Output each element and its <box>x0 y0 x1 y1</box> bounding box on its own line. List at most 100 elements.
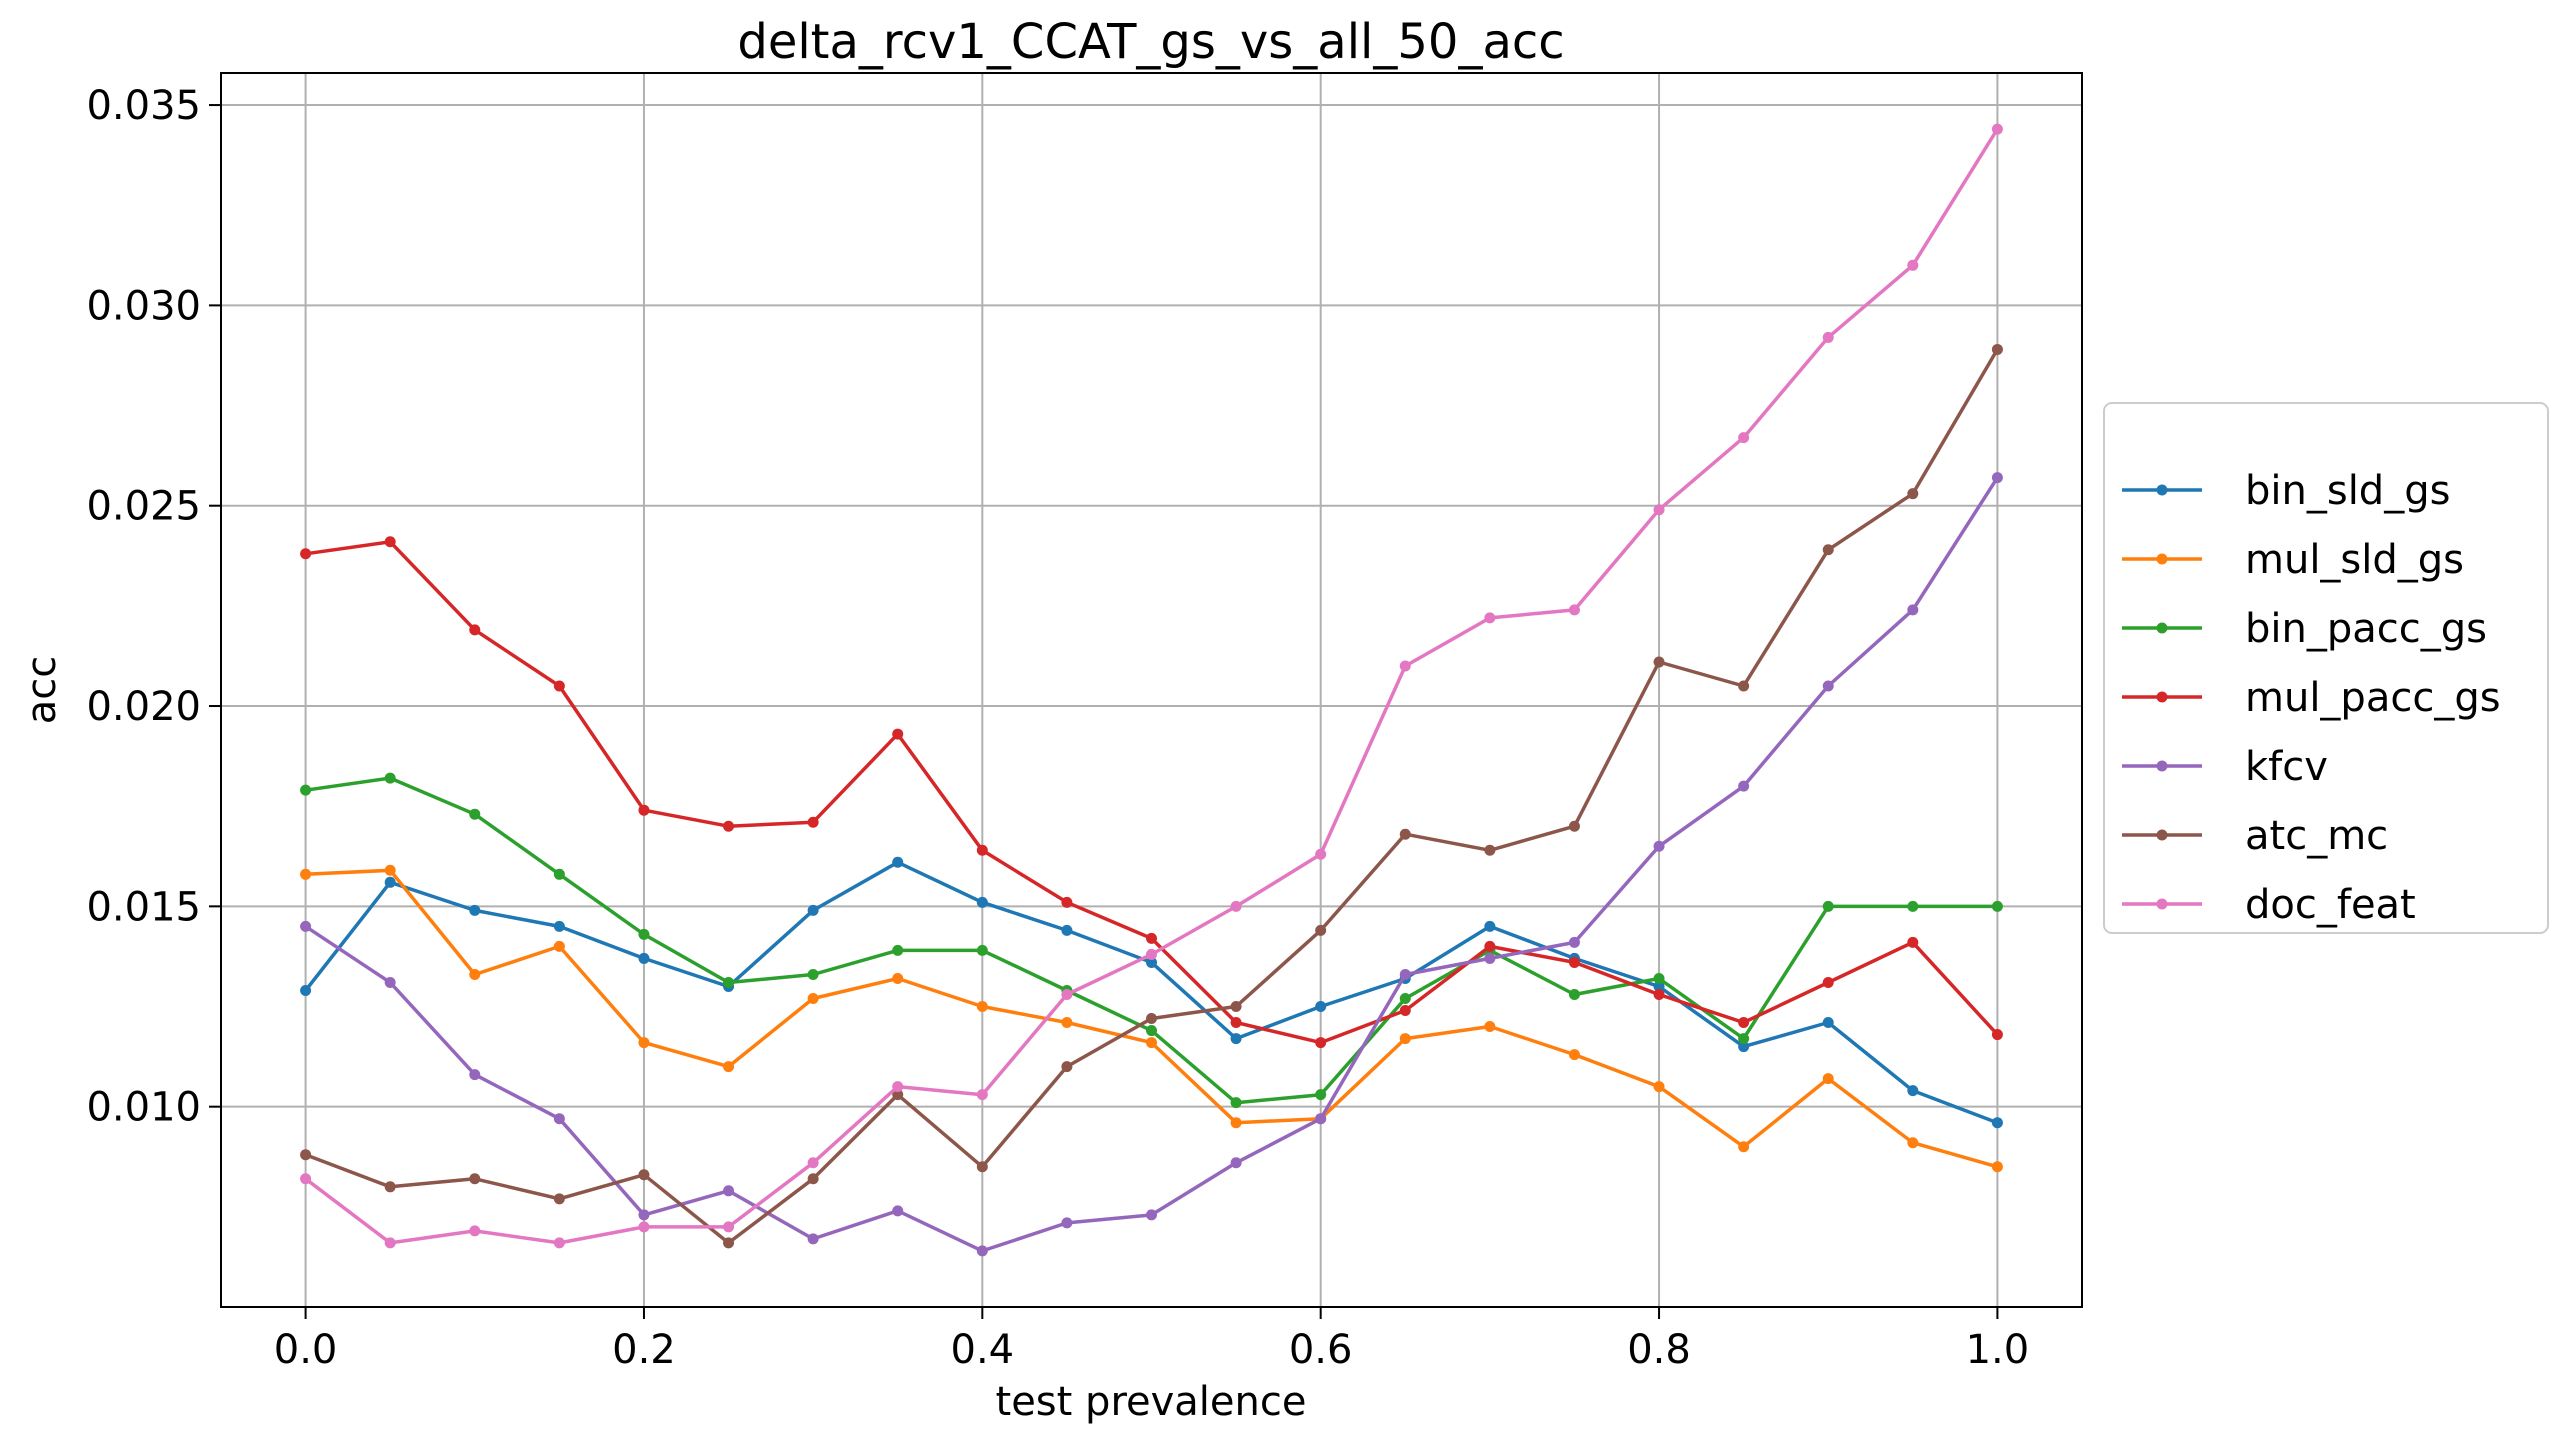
data-point <box>1315 1089 1327 1101</box>
data-point <box>1315 1001 1327 1013</box>
data-point <box>638 1037 650 1049</box>
x-tick-label: 0.0 <box>274 1327 338 1373</box>
plot-frame <box>220 72 2083 1308</box>
data-point <box>976 944 988 956</box>
data-point <box>1991 1029 2003 1041</box>
y-tick-label: 0.010 <box>86 1085 201 1131</box>
legend-item: mul_sld_gs <box>2122 537 2464 583</box>
data-point <box>553 868 565 880</box>
data-point <box>807 968 819 980</box>
x-axis-label: test prevalence <box>996 1379 1307 1425</box>
legend-item: atc_mc <box>2122 813 2388 859</box>
data-point <box>1399 1033 1411 1045</box>
legend-box <box>2103 402 2549 934</box>
legend-marker <box>2156 484 2168 496</box>
data-point <box>1738 1041 1750 1053</box>
data-point <box>1822 544 1834 556</box>
data-point <box>1484 952 1496 964</box>
data-point <box>1484 1021 1496 1033</box>
y-tick-label: 0.015 <box>86 884 201 930</box>
data-point <box>1399 660 1411 672</box>
legend-marker <box>2156 829 2168 841</box>
data-point <box>638 1169 650 1181</box>
data-point <box>300 920 312 932</box>
data-point <box>1653 988 1665 1000</box>
data-point <box>1146 1025 1157 1037</box>
data-point <box>1653 504 1665 516</box>
y-axis-label: acc <box>19 656 65 725</box>
data-point <box>553 1193 565 1205</box>
data-point <box>1315 848 1327 860</box>
data-point <box>1653 972 1665 984</box>
data-point <box>892 1089 904 1101</box>
x-tick-label: 1.0 <box>1966 1327 2030 1373</box>
data-point <box>723 1221 735 1233</box>
data-point <box>1738 780 1750 792</box>
legend-label: doc_feat <box>2245 882 2416 928</box>
series-kfcv <box>300 472 2003 1257</box>
data-point <box>1907 936 1919 948</box>
legend-marker <box>2156 622 2168 634</box>
data-point <box>807 1173 819 1185</box>
legend-label: mul_sld_gs <box>2245 537 2464 583</box>
x-tick-label: 0.2 <box>612 1327 676 1373</box>
data-point <box>469 624 481 636</box>
data-point <box>1061 1061 1073 1073</box>
data-point <box>638 952 650 964</box>
x-tick-label: 0.4 <box>951 1327 1015 1373</box>
series-mul-sld-gs <box>300 864 2003 1173</box>
data-point <box>553 1113 565 1125</box>
legend-label: bin_sld_gs <box>2245 468 2450 514</box>
data-point <box>892 1205 904 1217</box>
data-point <box>1907 1137 1919 1149</box>
data-point <box>1653 840 1665 852</box>
data-point <box>892 972 904 984</box>
data-point <box>553 680 565 692</box>
data-point <box>469 904 481 916</box>
data-point <box>1484 844 1496 856</box>
data-point <box>1230 1097 1242 1109</box>
data-point <box>1146 1037 1157 1049</box>
data-point <box>1399 1005 1411 1017</box>
data-point <box>1061 1217 1073 1229</box>
data-point <box>1991 123 2003 135</box>
series-mul-pacc-gs <box>300 536 2003 1049</box>
data-point <box>723 820 735 832</box>
data-point <box>1061 988 1073 1000</box>
data-point <box>1399 828 1411 840</box>
data-point <box>1484 940 1496 952</box>
series-doc-feat <box>300 123 2003 1249</box>
data-point <box>1822 976 1834 988</box>
data-point <box>1822 331 1834 343</box>
data-point <box>1568 1049 1580 1061</box>
y-tick-label: 0.035 <box>86 83 201 129</box>
data-point <box>384 976 396 988</box>
data-point <box>1230 1017 1242 1029</box>
data-point <box>1991 900 2003 912</box>
data-point <box>807 1157 819 1169</box>
data-point <box>723 976 735 988</box>
data-point <box>1568 604 1580 616</box>
x-tick-label: 0.8 <box>1627 1327 1691 1373</box>
legend-marker <box>2156 691 2168 703</box>
data-point <box>976 1245 988 1257</box>
data-point <box>976 1089 988 1101</box>
legend-marker <box>2156 553 2168 565</box>
data-point <box>469 1173 481 1185</box>
data-point <box>1653 1081 1665 1093</box>
data-point <box>1230 1001 1242 1013</box>
data-point <box>1653 980 1665 992</box>
data-point <box>1907 900 1919 912</box>
data-point <box>1991 343 2003 355</box>
data-point <box>384 1181 396 1193</box>
data-point <box>300 784 312 796</box>
data-point <box>1061 924 1073 936</box>
data-point <box>1230 1157 1242 1169</box>
chart-title: delta_rcv1_CCAT_gs_vs_all_50_acc <box>737 14 1564 70</box>
data-point <box>892 856 904 868</box>
data-point <box>1907 604 1919 616</box>
legend-item: mul_pacc_gs <box>2122 675 2501 721</box>
data-point <box>1738 432 1750 444</box>
data-point <box>1568 936 1580 948</box>
data-point <box>384 772 396 784</box>
